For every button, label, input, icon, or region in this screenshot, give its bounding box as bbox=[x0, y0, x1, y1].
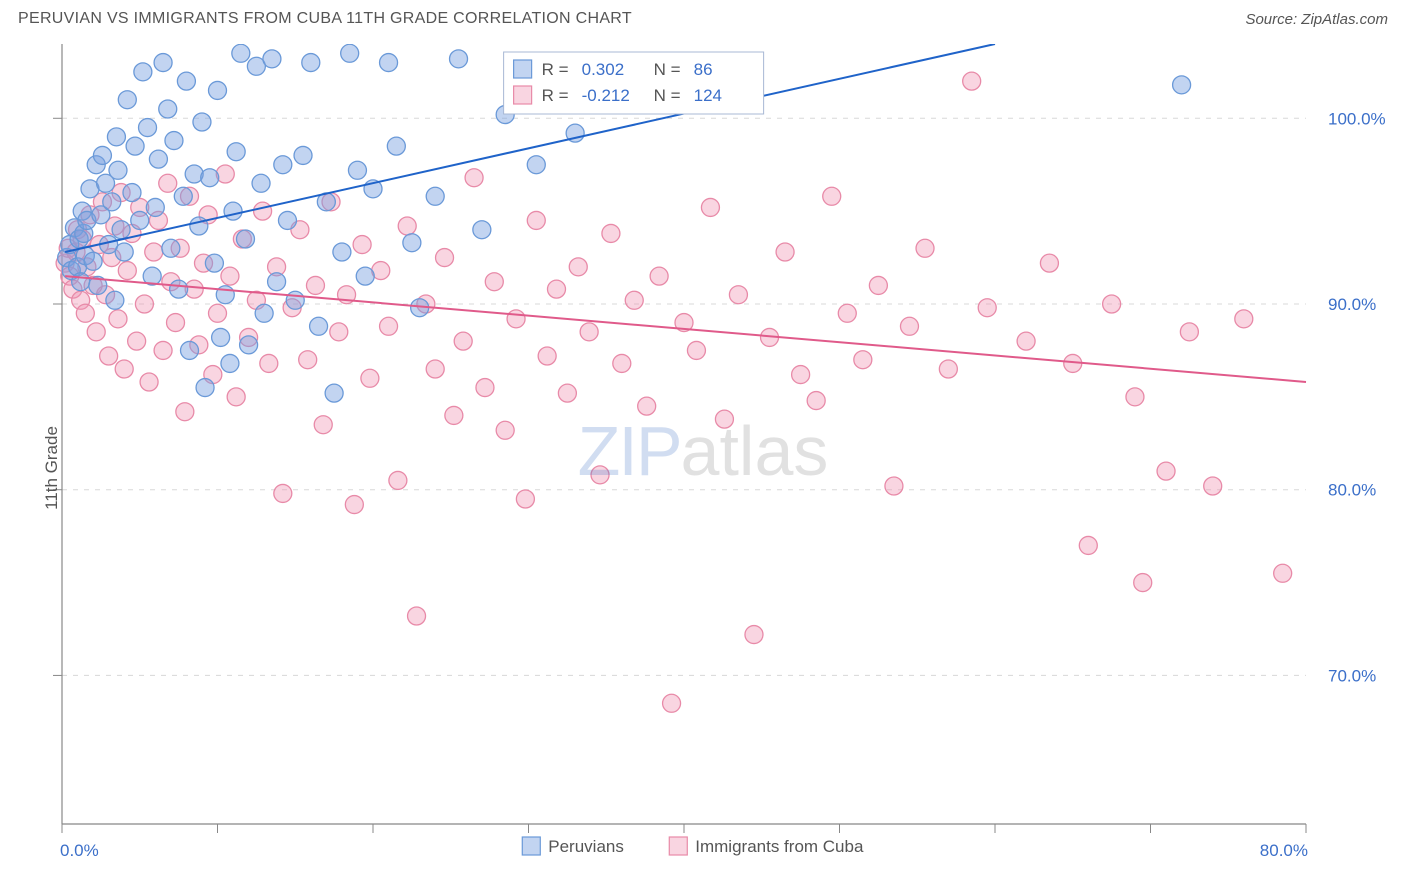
svg-text:0.0%: 0.0% bbox=[60, 841, 99, 860]
svg-text:100.0%: 100.0% bbox=[1328, 109, 1386, 128]
svg-text:70.0%: 70.0% bbox=[1328, 666, 1376, 685]
source-attribution: Source: ZipAtlas.com bbox=[1245, 11, 1388, 28]
svg-text:Peruvians: Peruvians bbox=[548, 837, 624, 856]
scatter-chart: 70.0% 80.0% 90.0% 100.0% 0.0% 80.0% R = 0.302 N … bbox=[0, 44, 1406, 892]
chart-title: PERUVIAN VS IMMIGRANTS FROM CUBA 11TH GR… bbox=[18, 10, 632, 28]
svg-text:90.0%: 90.0% bbox=[1328, 295, 1376, 314]
svg-text:124: 124 bbox=[694, 86, 722, 105]
svg-text:R =: R = bbox=[542, 60, 569, 79]
svg-text:80.0%: 80.0% bbox=[1260, 841, 1308, 860]
y-axis-label: 11th Grade bbox=[42, 426, 62, 510]
svg-text:Immigrants from Cuba: Immigrants from Cuba bbox=[695, 837, 864, 856]
svg-text:-0.212: -0.212 bbox=[582, 86, 630, 105]
svg-text:N =: N = bbox=[654, 60, 681, 79]
svg-text:86: 86 bbox=[694, 60, 713, 79]
svg-text:N =: N = bbox=[654, 86, 681, 105]
svg-text:R =: R = bbox=[542, 86, 569, 105]
chart-area: 11th Grade ZIPatlas 70.0%80.0%90.0%100.0… bbox=[0, 44, 1406, 892]
svg-text:0.302: 0.302 bbox=[582, 60, 625, 79]
svg-text:80.0%: 80.0% bbox=[1328, 481, 1376, 500]
